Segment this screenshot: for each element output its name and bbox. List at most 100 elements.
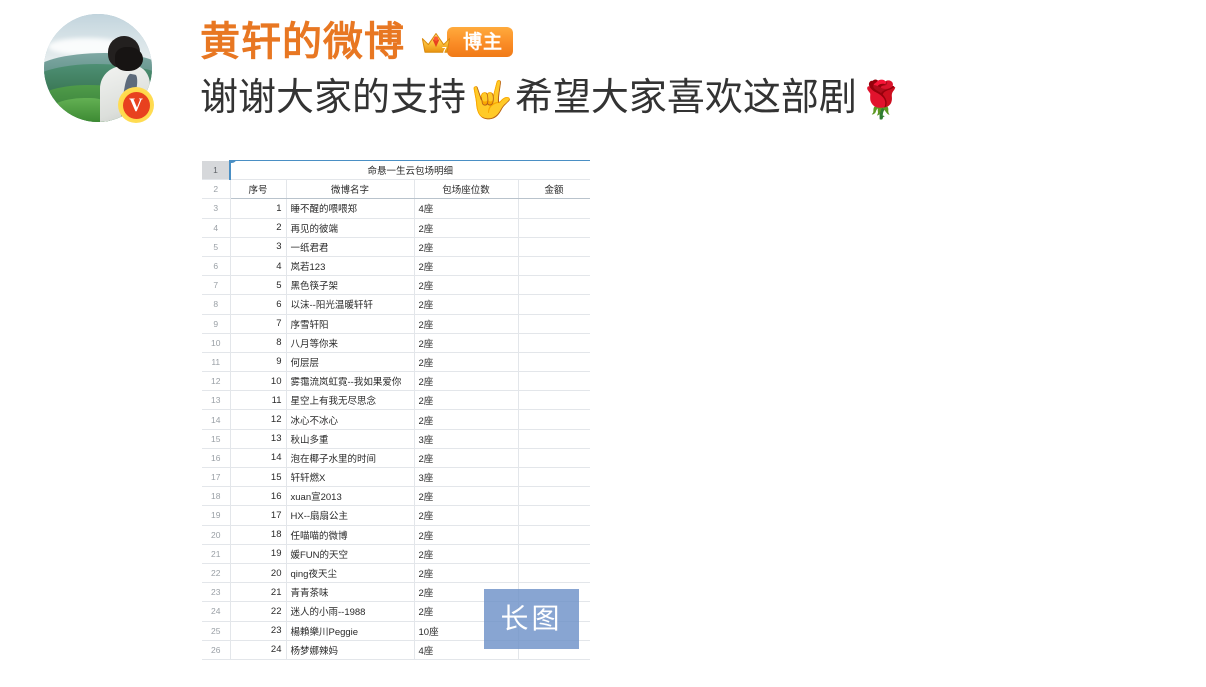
cell-weibo-name[interactable]: 一纸君君 <box>286 237 415 257</box>
cell-weibo-name[interactable]: xuan宣2013 <box>286 486 415 507</box>
cell-index[interactable]: 2 <box>230 218 287 238</box>
cell-index[interactable]: 17 <box>230 505 287 526</box>
cell-index[interactable]: 8 <box>230 333 287 353</box>
cell-seat-count[interactable]: 2座 <box>414 352 519 373</box>
row-number[interactable]: 26 <box>202 640 231 660</box>
row-number[interactable]: 2 <box>202 179 231 200</box>
cell-amount[interactable] <box>518 563 590 584</box>
cell-index[interactable]: 23 <box>230 621 287 641</box>
cell-weibo-name[interactable]: 任喵喵的微博 <box>286 525 415 545</box>
cell-weibo-name[interactable]: 以沫--阳光温暖轩轩 <box>286 294 415 315</box>
cell-index[interactable]: 3 <box>230 237 287 257</box>
cell-amount[interactable] <box>518 333 590 353</box>
cell-weibo-name[interactable]: 星空上有我无尽思念 <box>286 390 415 411</box>
cell-index[interactable]: 11 <box>230 390 287 411</box>
cell-amount[interactable] <box>518 256 590 277</box>
row-number[interactable]: 14 <box>202 409 231 430</box>
row-number[interactable]: 6 <box>202 256 231 277</box>
row-number[interactable]: 8 <box>202 294 231 315</box>
cell-seat-count[interactable]: 2座 <box>414 563 519 584</box>
account-nickname[interactable]: 黄轩的微博 <box>200 20 405 64</box>
row-number[interactable]: 21 <box>202 544 231 564</box>
cell-seat-count[interactable]: 2座 <box>414 218 519 238</box>
cell-weibo-name[interactable]: 序雪轩阳 <box>286 314 415 334</box>
cell-amount[interactable] <box>518 390 590 411</box>
row-number[interactable]: 20 <box>202 525 231 545</box>
cell-weibo-name[interactable]: HX--扇扇公主 <box>286 505 415 526</box>
cell-weibo-name[interactable]: 黑色筷子架 <box>286 275 415 296</box>
cell-index[interactable]: 24 <box>230 640 287 660</box>
cell-index[interactable]: 10 <box>230 371 287 392</box>
cell-seat-count[interactable]: 2座 <box>414 544 519 564</box>
cell-index[interactable]: 21 <box>230 582 287 603</box>
row-number[interactable]: 10 <box>202 333 231 353</box>
sheet-title-cell[interactable]: 命悬一生云包场明细 <box>228 160 590 181</box>
cell-index[interactable]: 7 <box>230 314 287 334</box>
row-number[interactable]: 23 <box>202 582 231 603</box>
cell-seat-count[interactable]: 2座 <box>414 294 519 315</box>
cell-seat-count[interactable]: 2座 <box>414 371 519 392</box>
row-number[interactable]: 4 <box>202 218 231 238</box>
row-number[interactable]: 22 <box>202 563 231 584</box>
row-number[interactable]: 19 <box>202 505 231 526</box>
cell-amount[interactable] <box>518 486 590 507</box>
cell-weibo-name[interactable]: 秋山多重 <box>286 429 415 449</box>
cell-seat-count[interactable]: 3座 <box>414 429 519 449</box>
cell-seat-count[interactable]: 2座 <box>414 314 519 334</box>
column-header-weibo-name[interactable]: 微博名字 <box>286 179 415 200</box>
cell-amount[interactable] <box>518 409 590 430</box>
cell-amount[interactable] <box>518 544 590 564</box>
row-number[interactable]: 9 <box>202 314 231 334</box>
cell-weibo-name[interactable]: 雾霭流岚虹霓--我如果爱你 <box>286 371 415 392</box>
selection-handle-icon[interactable] <box>232 161 237 163</box>
cell-weibo-name[interactable]: 八月等你来 <box>286 333 415 353</box>
spreadsheet-image[interactable]: 1 命悬一生云包场明细 2 序号 微博名字 包场座位数 金额 3 1 睡不醒的喂喂郑… <box>202 160 590 660</box>
cell-seat-count[interactable]: 2座 <box>414 409 519 430</box>
cell-weibo-name[interactable]: 媛FUN的天空 <box>286 544 415 564</box>
cell-weibo-name[interactable]: 轩轩燃X <box>286 467 415 488</box>
cell-amount[interactable] <box>518 275 590 296</box>
row-number[interactable]: 11 <box>202 352 231 373</box>
cell-index[interactable]: 20 <box>230 563 287 584</box>
cell-seat-count[interactable]: 2座 <box>414 237 519 257</box>
cell-seat-count[interactable]: 2座 <box>414 505 519 526</box>
cell-amount[interactable] <box>518 525 590 545</box>
cell-weibo-name[interactable]: 迷人的小雨--1988 <box>286 601 415 622</box>
cell-index[interactable]: 15 <box>230 467 287 488</box>
blogger-badge[interactable]: 7 博主 <box>419 26 514 58</box>
cell-seat-count[interactable]: 4座 <box>414 198 519 219</box>
cell-amount[interactable] <box>518 371 590 392</box>
avatar[interactable]: V <box>44 14 154 123</box>
row-number[interactable]: 16 <box>202 448 231 469</box>
column-header-index[interactable]: 序号 <box>230 179 287 200</box>
cell-index[interactable]: 19 <box>230 544 287 564</box>
row-number[interactable]: 17 <box>202 467 231 488</box>
cell-amount[interactable] <box>518 467 590 488</box>
row-number[interactable]: 15 <box>202 429 231 449</box>
row-number[interactable]: 12 <box>202 371 231 392</box>
row-number[interactable]: 5 <box>202 237 231 257</box>
cell-amount[interactable] <box>518 294 590 315</box>
cell-weibo-name[interactable]: qing夜天尘 <box>286 563 415 584</box>
cell-weibo-name[interactable]: 何层层 <box>286 352 415 373</box>
cell-weibo-name[interactable]: 青青茶味 <box>286 582 415 603</box>
cell-weibo-name[interactable]: 冰心不冰心 <box>286 409 415 430</box>
cell-amount[interactable] <box>518 218 590 238</box>
cell-index[interactable]: 4 <box>230 256 287 277</box>
cell-index[interactable]: 5 <box>230 275 287 296</box>
row-number[interactable]: 7 <box>202 275 231 296</box>
cell-amount[interactable] <box>518 352 590 373</box>
column-header-seat-count[interactable]: 包场座位数 <box>414 179 519 200</box>
cell-amount[interactable] <box>518 429 590 449</box>
cell-index[interactable]: 13 <box>230 429 287 449</box>
cell-index[interactable]: 16 <box>230 486 287 507</box>
column-header-amount[interactable]: 金额 <box>518 179 590 200</box>
row-number[interactable]: 18 <box>202 486 231 507</box>
row-number[interactable]: 13 <box>202 390 231 411</box>
cell-weibo-name[interactable]: 泡在椰子水里的时间 <box>286 448 415 469</box>
cell-weibo-name[interactable]: 杨梦娜辣妈 <box>286 640 415 660</box>
cell-weibo-name[interactable]: 楊賴樂川Peggie <box>286 621 415 641</box>
cell-seat-count[interactable]: 2座 <box>414 390 519 411</box>
cell-amount[interactable] <box>518 198 590 219</box>
cell-seat-count[interactable]: 3座 <box>414 467 519 488</box>
